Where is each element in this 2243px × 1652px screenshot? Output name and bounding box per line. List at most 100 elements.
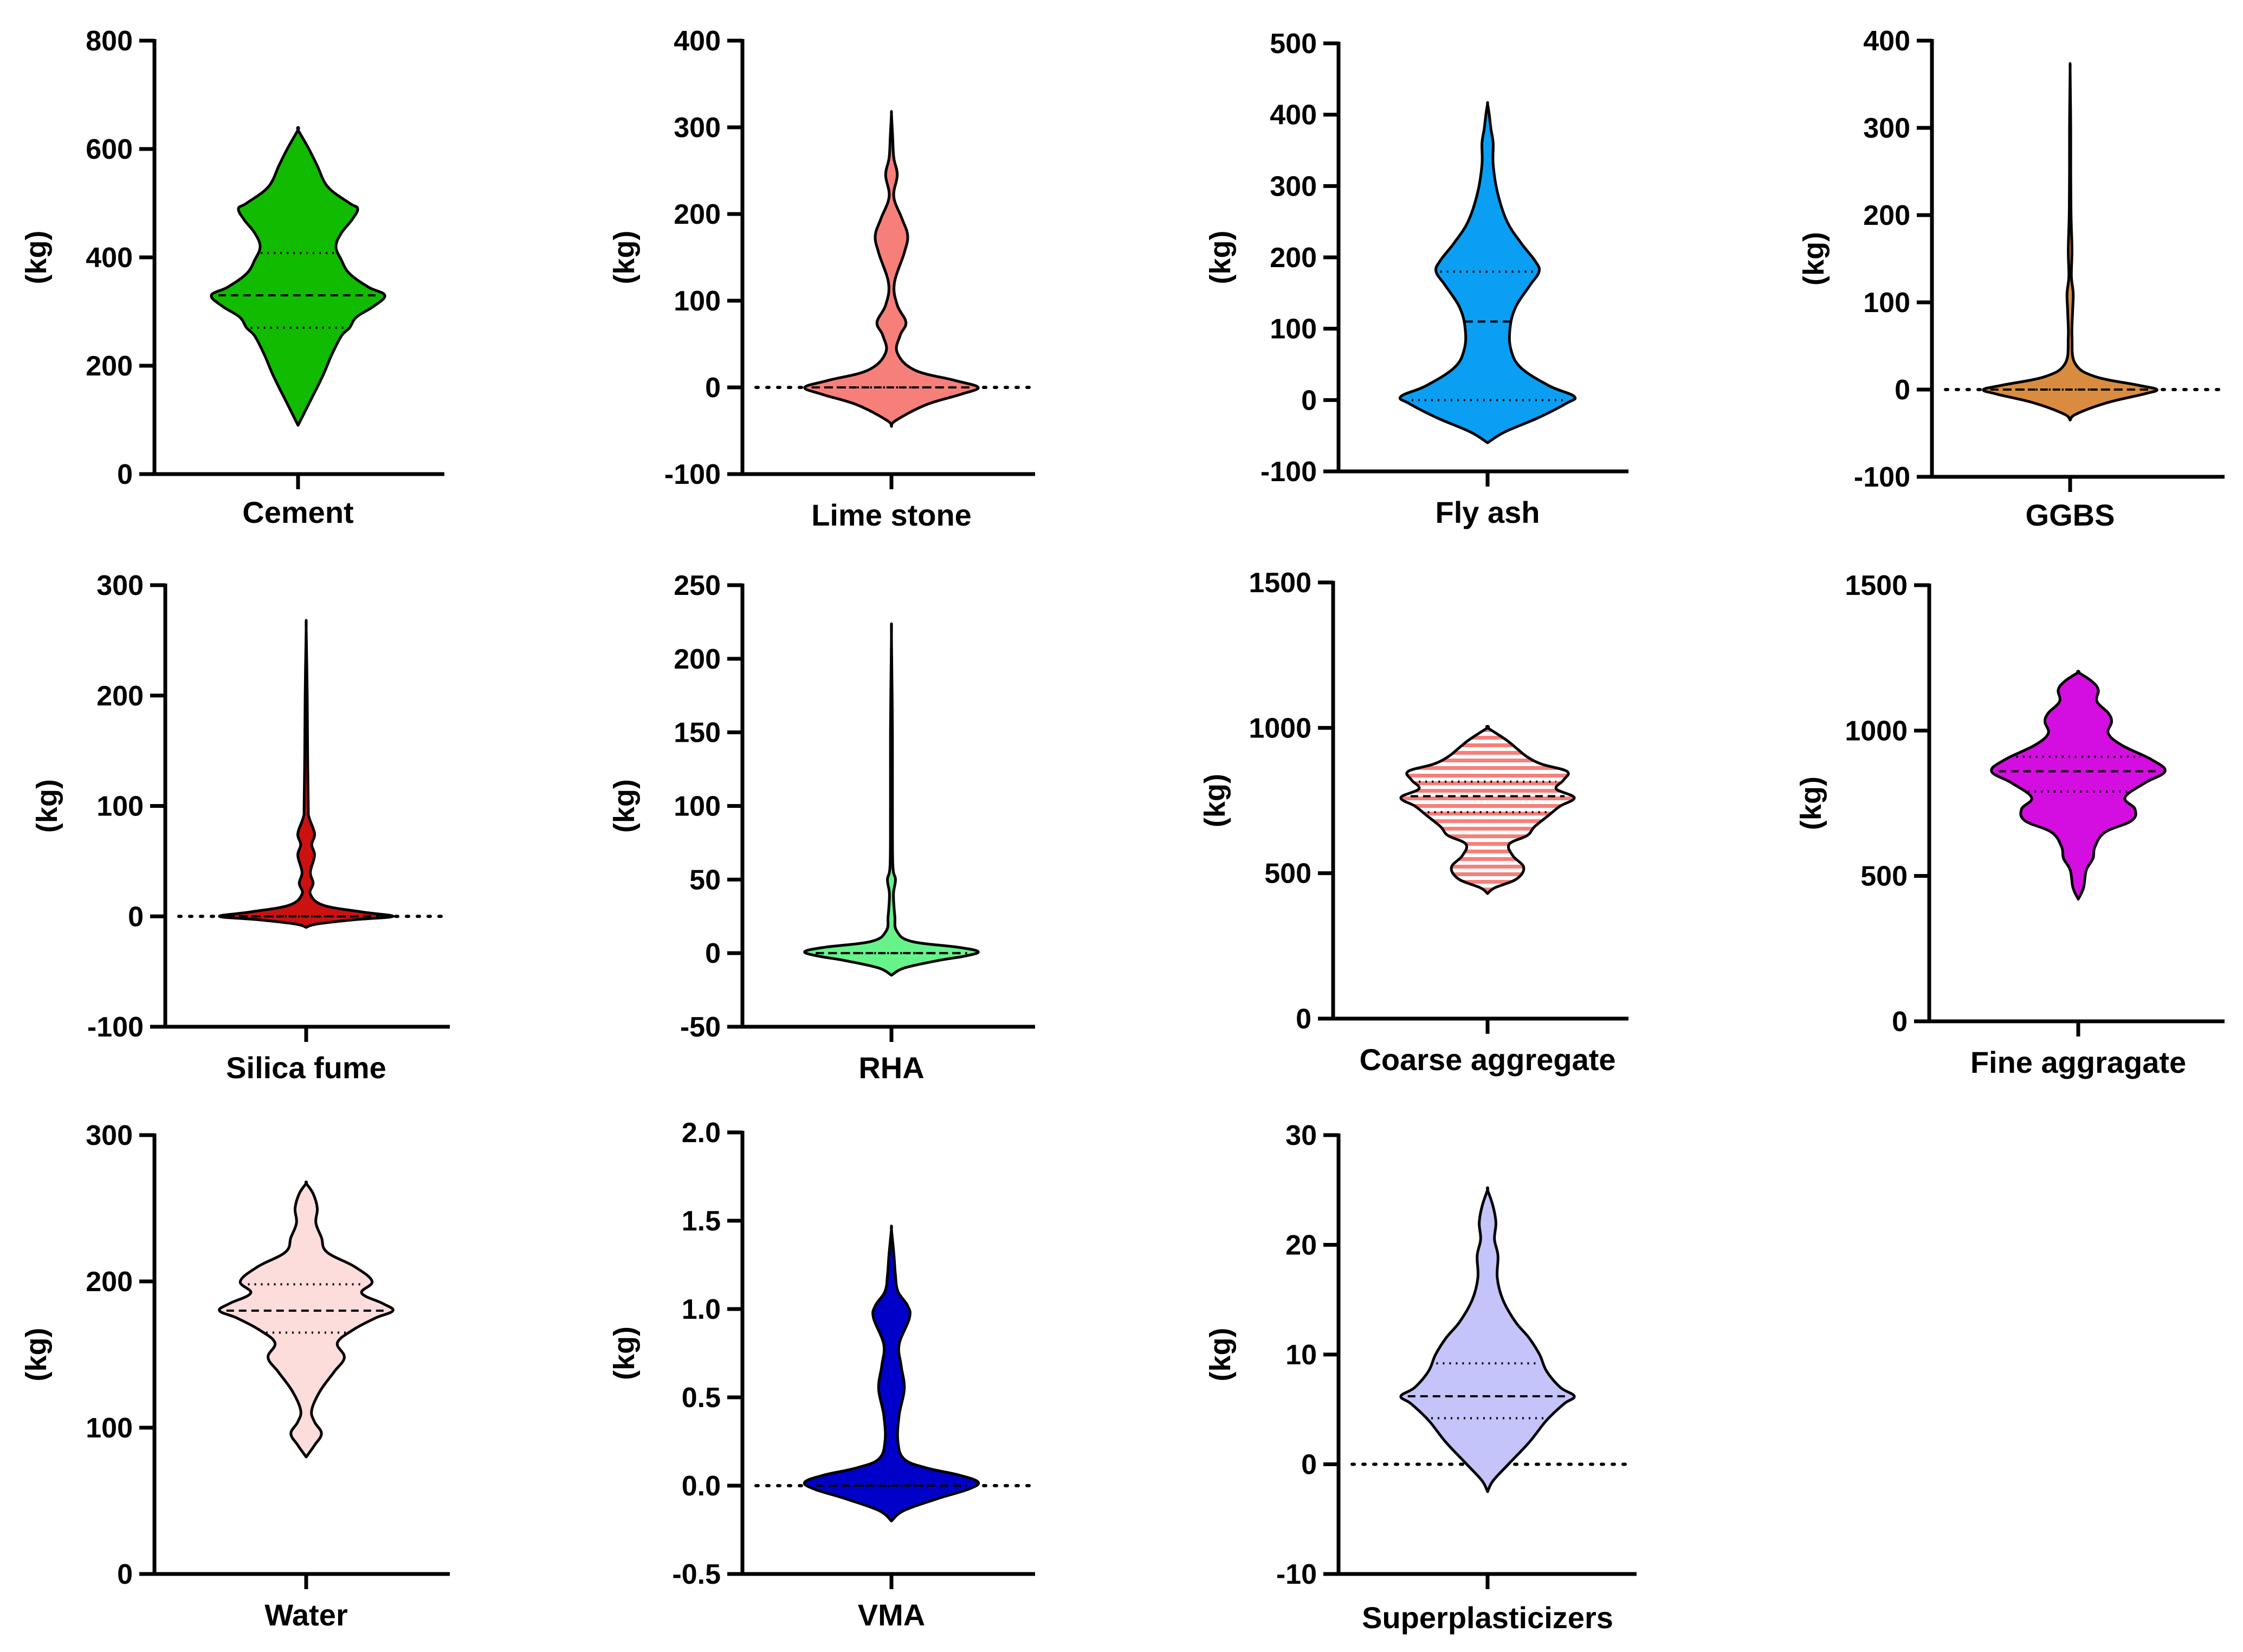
violin-body (1990, 670, 2167, 901)
y-tick-label: 400 (1863, 25, 1910, 57)
y-tick-label: 0 (117, 1559, 133, 1590)
y-tick-label: 100 (1270, 314, 1317, 345)
y-tick-label: -100 (1261, 456, 1317, 488)
y-tick-label: 200 (1863, 200, 1910, 231)
y-tick-label: 400 (674, 25, 721, 57)
y-tick-label: 200 (86, 351, 133, 382)
y-axis-title: (kg) (1798, 232, 1830, 286)
violin-panel: 0 200 400 600 800 (kg) Cement (20, 25, 444, 529)
y-tick-label: 100 (674, 791, 721, 822)
category-label: Silica fume (226, 1051, 386, 1085)
y-tick-label: 100 (96, 791, 144, 822)
y-tick-label: 400 (86, 242, 133, 274)
y-tick-label: 150 (674, 717, 721, 749)
y-tick-label: 500 (1264, 858, 1311, 890)
y-tick-label: 250 (674, 570, 721, 601)
violin-body (1398, 101, 1577, 444)
y-tick-label: 500 (1860, 861, 1908, 892)
y-axis-title: (kg) (31, 779, 63, 833)
y-tick-label: 0 (117, 459, 133, 490)
y-tick-label: 200 (86, 1266, 133, 1298)
violin-panel: -0.5 0.0 0.5 1.0 1.5 2.0 (kg) VMA (608, 1117, 1035, 1632)
y-tick-label: 100 (1863, 287, 1910, 319)
category-label: Water (264, 1598, 348, 1632)
y-tick-label: 600 (86, 134, 133, 165)
y-tick-label: 300 (1863, 113, 1910, 144)
violin-panel: -100 0 100 200 300 400 500 (kg) Fly ash (1204, 28, 1628, 529)
category-label: VMA (858, 1598, 925, 1632)
category-label: Lime stone (811, 498, 972, 532)
y-tick-label: 1000 (1249, 712, 1311, 744)
y-tick-label: 0 (705, 372, 721, 404)
y-axis-title: (kg) (1795, 776, 1827, 830)
category-label: Superplasticizers (1362, 1601, 1613, 1635)
violin-panel: -50 0 50 100 150 200 250 (kg) RHA (608, 570, 1035, 1085)
y-tick-label: 1500 (1845, 570, 1908, 601)
y-tick-label: -0.5 (672, 1559, 721, 1590)
violin-body (1399, 1186, 1576, 1493)
violin-body (803, 110, 980, 428)
violin-panel: 0 100 200 300 (kg) Water (20, 1120, 450, 1632)
violin-panel: 0 500 1000 1500 (kg) Coarse aggregate (1199, 567, 1628, 1077)
category-label: Fly ash (1436, 495, 1540, 529)
violin-panel: -100 0 100 200 300 400 (kg) Lime stone (608, 25, 1035, 532)
category-label: RHA (858, 1051, 924, 1085)
violin-panel: -100 0 100 200 300 400 (kg) GGBS (1798, 25, 2225, 532)
y-tick-label: 0.5 (682, 1382, 721, 1414)
y-axis-title: (kg) (20, 1328, 53, 1382)
y-tick-label: -100 (87, 1012, 144, 1043)
y-tick-label: -10 (1276, 1559, 1317, 1590)
y-tick-label: 1500 (1249, 567, 1311, 599)
y-tick-label: 1000 (1845, 715, 1908, 747)
y-tick-label: -100 (1854, 462, 1910, 493)
violin-body (218, 1181, 395, 1459)
violin-panel: -10 0 10 20 30 (kg) Superplasticizers (1204, 1120, 1637, 1635)
y-tick-label: 200 (674, 199, 721, 230)
violin-panel: 0 500 1000 1500 (kg) Fine aggragate (1795, 570, 2225, 1079)
y-tick-label: 1.0 (682, 1294, 721, 1325)
y-tick-label: 400 (1270, 100, 1317, 131)
violin-panel: -100 0 100 200 300 (kg) Silica fume (31, 570, 450, 1085)
y-tick-label: 100 (86, 1413, 133, 1444)
y-tick-label: 0 (1301, 1449, 1317, 1481)
category-label: GGBS (2026, 498, 2115, 532)
y-tick-label: 30 (1285, 1120, 1317, 1151)
y-tick-label: 10 (1285, 1339, 1317, 1371)
y-tick-label: 100 (674, 286, 721, 317)
violin-body (218, 619, 395, 929)
y-tick-label: 300 (674, 112, 721, 144)
y-tick-label: 0.0 (682, 1470, 721, 1502)
y-tick-label: 0 (705, 938, 721, 969)
violin-body (803, 623, 980, 977)
violin-body (803, 1225, 980, 1523)
y-tick-label: 20 (1285, 1230, 1317, 1261)
y-tick-label: 0 (128, 901, 144, 932)
violin-body (1982, 62, 2158, 422)
y-tick-label: 0 (1301, 385, 1317, 416)
y-axis-title: (kg) (1204, 231, 1237, 284)
violin-body (210, 126, 386, 427)
y-tick-label: 200 (1270, 242, 1317, 274)
y-tick-label: 200 (674, 644, 721, 675)
y-tick-label: 200 (96, 681, 144, 712)
y-tick-label: 800 (86, 25, 133, 57)
y-tick-label: 300 (1270, 171, 1317, 202)
y-tick-label: 0 (1892, 1006, 1908, 1038)
category-label: Fine aggragate (1970, 1045, 2186, 1079)
y-tick-label: 300 (86, 1120, 133, 1151)
y-tick-label: -50 (680, 1012, 721, 1043)
y-tick-label: 2.0 (682, 1117, 721, 1149)
y-axis-title: (kg) (1199, 774, 1231, 827)
y-tick-label: 1.5 (682, 1206, 721, 1237)
y-tick-label: 0 (1296, 1003, 1311, 1035)
y-tick-label: 0 (1895, 374, 1910, 406)
y-axis-title: (kg) (1204, 1328, 1237, 1382)
y-axis-title: (kg) (608, 231, 641, 284)
y-tick-label: -100 (664, 459, 721, 490)
y-tick-label: 300 (96, 570, 144, 601)
category-label: Cement (242, 495, 353, 529)
violin-body (1399, 724, 1576, 895)
category-label: Coarse aggregate (1359, 1042, 1615, 1077)
y-axis-title: (kg) (608, 779, 641, 833)
